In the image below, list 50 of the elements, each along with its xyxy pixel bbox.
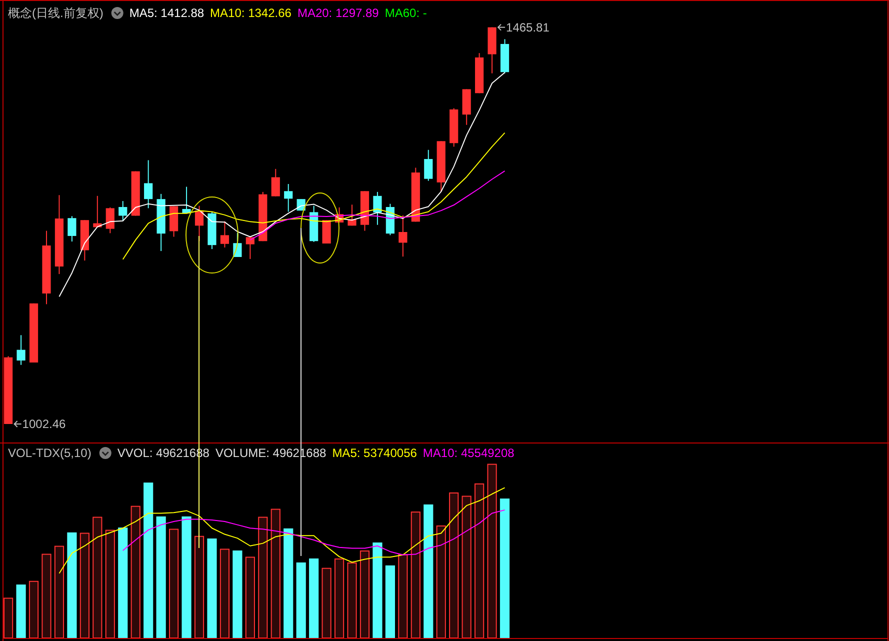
bar bbox=[54, 546, 64, 638]
bar bbox=[67, 532, 77, 638]
bar bbox=[309, 558, 319, 638]
bar bbox=[462, 496, 472, 638]
text: MA10: 45549208 bbox=[422, 446, 515, 460]
bar bbox=[487, 464, 497, 638]
bar bbox=[372, 542, 382, 638]
bar bbox=[80, 532, 90, 638]
bar bbox=[4, 598, 14, 638]
bar bbox=[28, 580, 39, 638]
annotation: 1465.81 bbox=[506, 20, 550, 34]
bar bbox=[220, 548, 230, 638]
bar bbox=[284, 528, 294, 638]
bar bbox=[322, 568, 332, 638]
bar bbox=[449, 492, 459, 638]
bar bbox=[436, 525, 446, 638]
bar bbox=[144, 482, 154, 638]
bar bbox=[118, 528, 128, 638]
bar bbox=[182, 516, 192, 638]
bar bbox=[16, 584, 26, 638]
bar bbox=[270, 508, 280, 638]
bar bbox=[347, 562, 357, 638]
bar bbox=[194, 536, 204, 638]
chart-title: VOL-TDX(5,10) bbox=[8, 446, 92, 460]
bar bbox=[42, 554, 52, 638]
bar bbox=[334, 558, 344, 638]
bar bbox=[296, 562, 306, 638]
text: MA20: 1297.89 bbox=[297, 6, 380, 20]
bar bbox=[130, 506, 140, 638]
bar bbox=[424, 504, 434, 638]
bar bbox=[245, 556, 255, 638]
text: MA5: 53740056 bbox=[332, 446, 418, 460]
text: MA5: 1412.88 bbox=[129, 6, 204, 20]
chart-title: 概念(日线.前复权) bbox=[8, 6, 104, 20]
bar bbox=[398, 554, 408, 638]
bar bbox=[207, 538, 217, 638]
bar bbox=[500, 498, 510, 638]
bar bbox=[385, 565, 395, 638]
bar bbox=[410, 512, 420, 638]
bar bbox=[474, 483, 484, 638]
bar bbox=[168, 528, 179, 638]
annotation: 1002.46 bbox=[22, 417, 66, 431]
bar bbox=[360, 550, 370, 638]
bar bbox=[156, 516, 166, 638]
bar bbox=[258, 516, 268, 638]
legend-label: MA60: - bbox=[384, 6, 427, 20]
text: MA10: 1342.66 bbox=[210, 6, 292, 20]
bar bbox=[105, 530, 115, 638]
bar bbox=[92, 516, 102, 638]
bar bbox=[232, 550, 242, 638]
